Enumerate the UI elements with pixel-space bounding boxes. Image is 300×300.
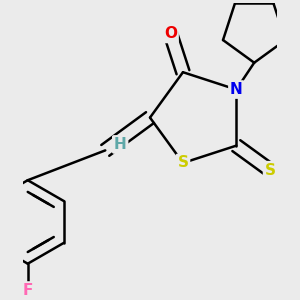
Text: F: F — [22, 283, 33, 298]
Text: S: S — [265, 163, 276, 178]
Text: S: S — [178, 155, 188, 170]
Text: O: O — [164, 26, 177, 41]
Text: H: H — [114, 137, 127, 152]
Text: N: N — [230, 82, 243, 97]
